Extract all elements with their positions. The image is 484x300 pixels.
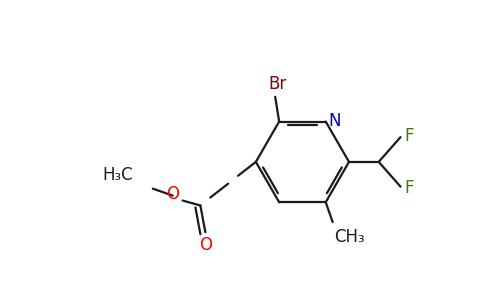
Text: Br: Br bbox=[268, 75, 287, 93]
Text: H₃C: H₃C bbox=[103, 166, 133, 184]
Text: F: F bbox=[405, 127, 414, 145]
Text: CH₃: CH₃ bbox=[334, 228, 365, 246]
Text: O: O bbox=[199, 236, 212, 254]
Text: F: F bbox=[405, 178, 414, 196]
Text: O: O bbox=[166, 184, 179, 202]
Text: N: N bbox=[328, 112, 341, 130]
